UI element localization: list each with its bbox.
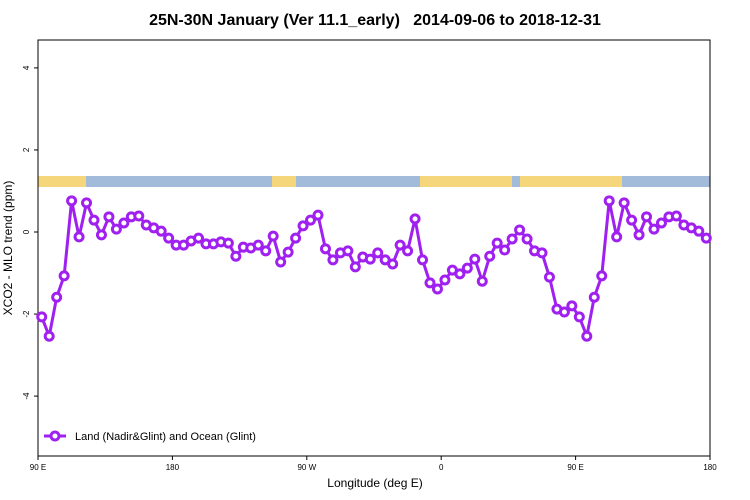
data-point <box>655 217 667 229</box>
data-point <box>342 245 354 257</box>
land-band <box>38 176 86 187</box>
data-point <box>618 197 630 209</box>
data-point <box>394 239 406 251</box>
data-point <box>431 283 443 295</box>
data-point <box>439 274 451 286</box>
data-point <box>66 195 78 207</box>
x-axis-label: Longitude (deg E) <box>327 476 422 490</box>
data-point <box>596 270 608 282</box>
data-point <box>402 245 414 257</box>
x-tick-label: 90 E <box>567 463 583 472</box>
x-tick-label: 0 <box>439 463 444 472</box>
data-point <box>118 217 130 229</box>
y-tick-label: -4 <box>22 392 31 400</box>
data-point <box>506 233 518 245</box>
data-point <box>88 214 100 226</box>
data-point <box>327 254 339 266</box>
data-point <box>364 253 376 265</box>
data-point <box>297 220 309 232</box>
data-point <box>36 311 48 323</box>
data-point <box>51 291 63 303</box>
data-point <box>514 224 526 236</box>
data-point <box>282 246 294 258</box>
y-tick-label: -2 <box>22 310 31 318</box>
legend-label: Land (Nadir&Glint) and Ocean (Glint) <box>75 431 256 443</box>
data-point <box>73 231 85 243</box>
data-point <box>349 261 361 273</box>
data-point <box>163 232 175 244</box>
data-point <box>387 258 399 270</box>
data-point <box>611 231 623 243</box>
data-point <box>693 225 705 237</box>
data-point <box>633 229 645 241</box>
data-point <box>417 254 429 266</box>
x-tick-label: 90 E <box>30 463 46 472</box>
data-point <box>103 211 115 223</box>
data-point <box>155 225 167 237</box>
data-point <box>110 223 122 235</box>
data-point <box>476 275 488 287</box>
plot-frame <box>37 39 711 457</box>
data-point <box>641 211 653 223</box>
y-tick-label: 0 <box>22 229 31 234</box>
chart-title: 25N-30N January (Ver 11.1_early) 2014-09… <box>149 12 601 29</box>
data-point <box>603 195 615 207</box>
data-point <box>252 239 264 251</box>
data-point <box>81 197 93 209</box>
data-point <box>58 270 70 282</box>
data-point <box>267 230 279 242</box>
data-point <box>372 247 384 259</box>
data-point <box>491 237 503 249</box>
data-point <box>484 250 496 262</box>
data-point <box>424 277 436 289</box>
x-tick-label: 180 <box>703 463 717 472</box>
data-point <box>312 209 324 221</box>
data-point <box>700 232 712 244</box>
data-point <box>573 311 585 323</box>
data-point <box>521 233 533 245</box>
data-point <box>461 262 473 274</box>
data-point <box>305 214 317 226</box>
data-point <box>133 210 145 222</box>
data-point <box>454 268 466 280</box>
data-point <box>290 232 302 244</box>
y-tick-label: 2 <box>22 147 31 152</box>
ocean-band <box>38 176 710 187</box>
data-point <box>626 214 638 226</box>
land-band <box>520 176 622 187</box>
data-point <box>409 213 421 225</box>
data-point <box>469 253 481 265</box>
y-tick-label: 4 <box>22 65 31 70</box>
data-point <box>543 271 555 283</box>
data-point <box>222 237 234 249</box>
x-tick-label: 90 W <box>297 463 316 472</box>
data-point <box>648 223 660 235</box>
land-band <box>420 176 512 187</box>
y-axis-label: XCO2 - MLO trend (ppm) <box>1 181 15 316</box>
data-point <box>558 306 570 318</box>
data-point <box>499 244 511 256</box>
land-band <box>272 176 296 187</box>
x-tick-label: 180 <box>166 463 180 472</box>
legend-marker <box>49 430 61 442</box>
data-point <box>260 245 272 257</box>
data-point <box>193 232 205 244</box>
data-point <box>95 229 107 241</box>
data-point <box>566 300 578 312</box>
data-point <box>581 330 593 342</box>
data-point <box>588 291 600 303</box>
data-point <box>275 256 287 268</box>
data-point <box>230 250 242 262</box>
data-point <box>319 243 331 255</box>
series-line <box>40 198 708 342</box>
data-point <box>536 247 548 259</box>
data-point <box>670 210 682 222</box>
map-strip <box>38 176 710 187</box>
data-point <box>43 330 55 342</box>
